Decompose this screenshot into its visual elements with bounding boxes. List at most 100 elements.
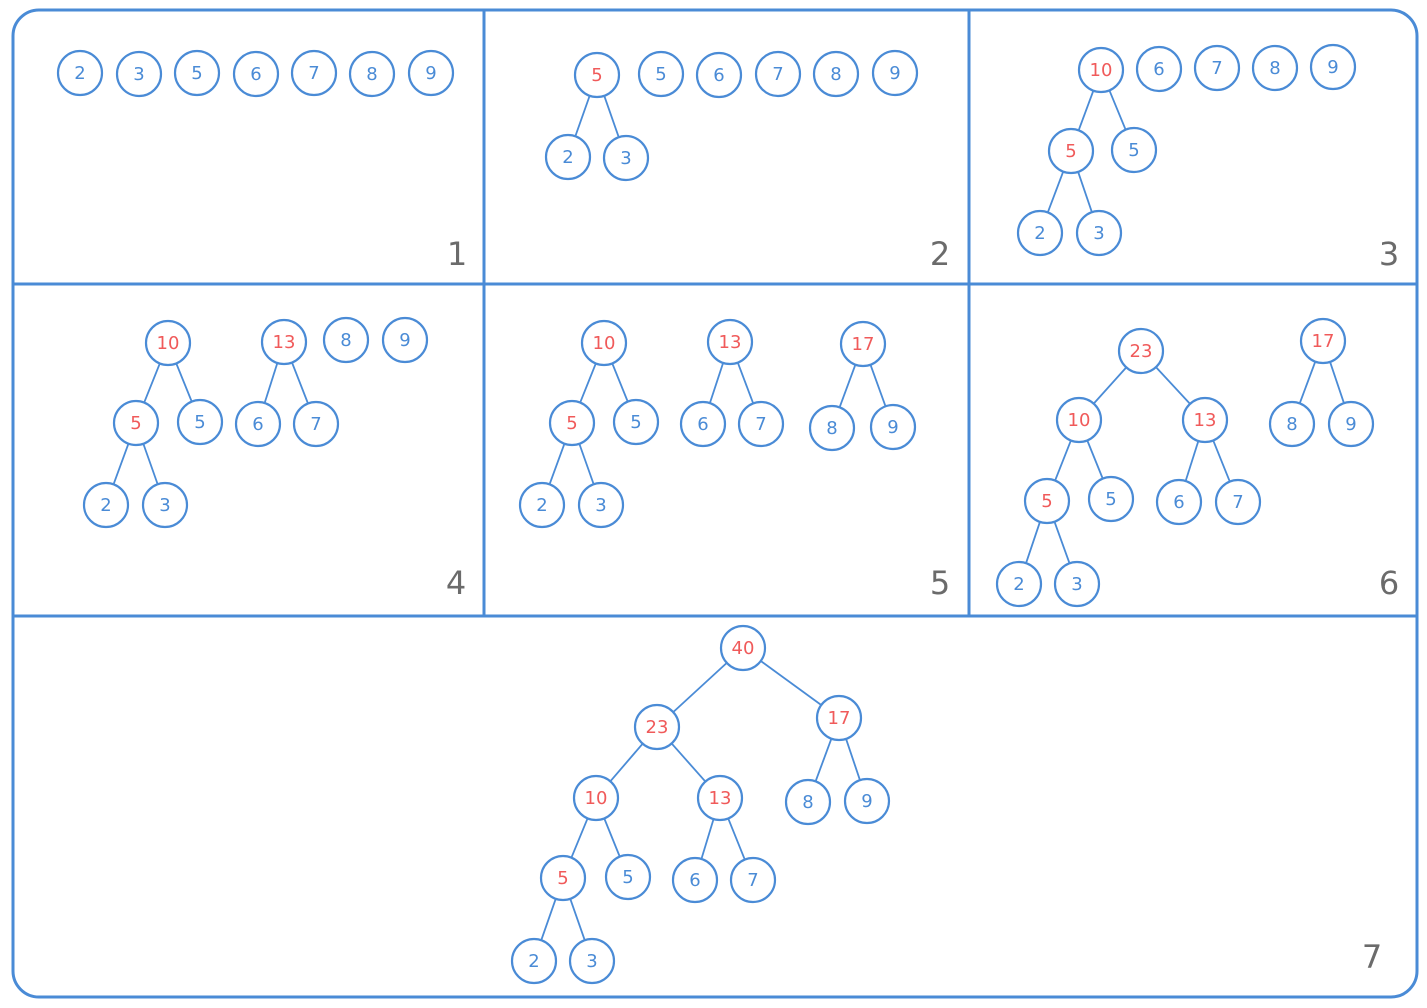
tree-edge xyxy=(263,362,279,404)
tree-edge xyxy=(175,363,193,402)
tree-edge xyxy=(1086,440,1104,479)
tree-node: 7 xyxy=(292,400,340,448)
node-circle xyxy=(604,853,652,901)
tree-edge xyxy=(570,817,589,859)
node-circle xyxy=(1155,478,1203,526)
node-value: 8 xyxy=(366,64,377,85)
step-number: 1 xyxy=(447,235,467,273)
node-circle xyxy=(671,856,719,904)
tree-node: 6 xyxy=(232,50,280,98)
node-value: 5 xyxy=(557,868,568,889)
node-circle xyxy=(580,319,628,367)
tree-node: 6 xyxy=(1135,45,1183,93)
edges xyxy=(540,660,861,941)
node-value: 9 xyxy=(887,417,898,438)
tree-node: 10 xyxy=(1077,46,1125,94)
tree-edge xyxy=(1046,171,1065,213)
tree-node: 6 xyxy=(1155,478,1203,526)
tree-node: 23 xyxy=(633,703,681,751)
tree-edge xyxy=(569,898,586,941)
node-value: 13 xyxy=(273,332,296,353)
node-value: 8 xyxy=(826,418,837,439)
node-circle xyxy=(871,49,919,97)
node-circle xyxy=(539,854,587,902)
tree-node: 2 xyxy=(56,49,104,97)
tree-node: 5 xyxy=(539,854,587,902)
step-number: 5 xyxy=(930,564,950,602)
tree-node: 13 xyxy=(1181,396,1229,444)
node-circle xyxy=(573,51,621,99)
node-circle xyxy=(1117,327,1165,375)
tree-node: 8 xyxy=(348,50,396,98)
node-circle xyxy=(518,481,566,529)
node-circle xyxy=(292,400,340,448)
node-value: 3 xyxy=(133,64,144,85)
step-number: 6 xyxy=(1379,564,1399,602)
node-value: 7 xyxy=(310,414,321,435)
tree-edge xyxy=(611,363,629,402)
tree-node: 13 xyxy=(706,318,754,366)
node-value: 6 xyxy=(697,414,708,435)
node-circle xyxy=(696,774,744,822)
node-value: 2 xyxy=(100,495,111,516)
node-value: 5 xyxy=(194,412,205,433)
tree-node: 8 xyxy=(1268,400,1316,448)
node-value: 7 xyxy=(747,870,758,891)
tree-edge xyxy=(838,364,857,408)
tree-node: 8 xyxy=(812,50,860,98)
tree-node: 8 xyxy=(1251,44,1299,92)
tree-node: 3 xyxy=(115,50,163,98)
tree-node: 10 xyxy=(580,319,628,367)
node-circle xyxy=(1110,126,1158,174)
node-circle xyxy=(679,400,727,448)
node-circle xyxy=(808,404,856,452)
tree-node: 3 xyxy=(577,481,625,529)
node-circle xyxy=(815,694,863,742)
node-circle xyxy=(1055,396,1103,444)
tree-node: 5 xyxy=(1023,477,1071,525)
tree-edge xyxy=(700,818,715,860)
step-panel-2: 5 2 3 5 6 7 8 9 2 xyxy=(544,49,950,273)
node-value: 7 xyxy=(308,63,319,84)
tree-edge xyxy=(727,818,746,860)
node-circle xyxy=(706,318,754,366)
tree-edge xyxy=(1329,361,1345,404)
node-circle xyxy=(695,51,743,99)
node-value: 5 xyxy=(130,413,141,434)
tree-edge xyxy=(709,362,724,404)
tree-node: 7 xyxy=(754,50,802,98)
tree-node: 2 xyxy=(518,481,566,529)
step-number: 7 xyxy=(1362,938,1382,976)
tree-node: 7 xyxy=(1214,478,1262,526)
tree-edge xyxy=(578,443,595,485)
tree-node: 6 xyxy=(234,400,282,448)
tree-edge xyxy=(142,443,159,485)
node-value: 10 xyxy=(1090,60,1113,81)
node-circle xyxy=(568,937,616,985)
tree-node: 7 xyxy=(737,400,785,448)
node-value: 23 xyxy=(1130,341,1153,362)
tree-node: 17 xyxy=(815,694,863,742)
tree-node: 2 xyxy=(510,937,558,985)
node-circle xyxy=(637,50,685,98)
tree-node: 23 xyxy=(1117,327,1165,375)
tree-node: 2 xyxy=(82,481,130,529)
node-circle xyxy=(729,856,777,904)
node-value: 23 xyxy=(646,717,669,738)
node-value: 5 xyxy=(1041,491,1052,512)
node-value: 3 xyxy=(1071,574,1082,595)
node-circle xyxy=(176,398,224,446)
node-value: 17 xyxy=(852,334,875,355)
tree-edge xyxy=(672,662,728,713)
node-value: 3 xyxy=(595,495,606,516)
tree-edge xyxy=(1298,361,1317,404)
node-value: 5 xyxy=(1065,141,1076,162)
node-value: 7 xyxy=(755,414,766,435)
node-circle xyxy=(1193,44,1241,92)
tree-node: 5 xyxy=(112,399,160,447)
tree-node: 7 xyxy=(729,856,777,904)
tree-edge xyxy=(814,738,833,782)
node-circle xyxy=(737,400,785,448)
node-value: 7 xyxy=(772,64,783,85)
